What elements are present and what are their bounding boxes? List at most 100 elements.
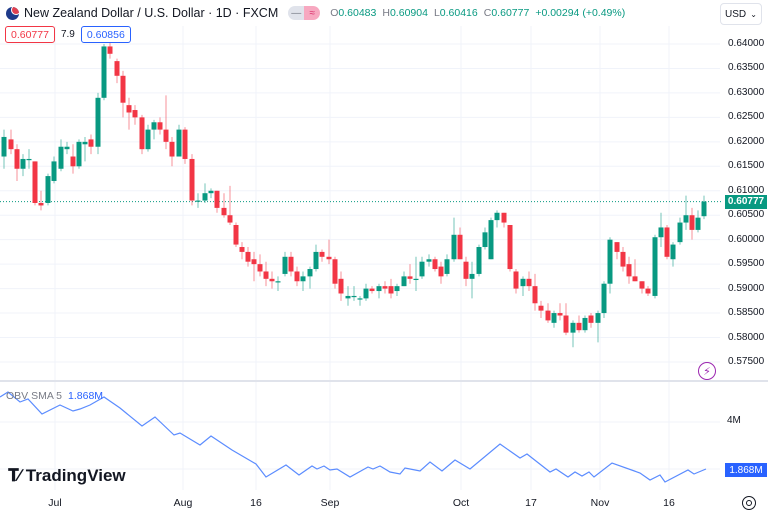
candle-body	[520, 278, 526, 287]
candle-body	[419, 261, 425, 277]
candle-body	[269, 278, 275, 282]
candle-body	[195, 200, 201, 202]
time-tick-label: Sep	[320, 497, 340, 509]
currency-select[interactable]: USD ⌄	[720, 3, 762, 25]
logo-text: TradingView	[25, 466, 126, 485]
candle-body	[45, 176, 51, 203]
quote-badges: 0.60777 7.9 0.60856	[5, 26, 131, 43]
legend-toggle[interactable]: — ≈	[288, 6, 321, 20]
candle-body	[689, 215, 695, 230]
candle-body	[163, 129, 169, 142]
lightning-icon[interactable]: ⚡	[698, 362, 716, 380]
candle-body	[257, 264, 263, 272]
candle-body	[563, 315, 569, 333]
candle-body	[139, 117, 145, 150]
sell-price-button[interactable]: 0.60777	[5, 26, 55, 43]
candle-body	[588, 315, 594, 323]
candle-body	[126, 105, 132, 113]
candle-body	[614, 242, 620, 252]
candle-body	[664, 227, 670, 257]
candle-body	[513, 271, 519, 289]
candle-body	[26, 158, 32, 161]
candle-body	[645, 288, 651, 294]
candle-body	[157, 122, 163, 130]
low-value: L0.60416	[433, 7, 478, 19]
candle-body	[202, 193, 208, 201]
price-tick-label: 0.58000	[728, 331, 765, 343]
candle-body	[132, 110, 138, 118]
candle-body	[451, 234, 457, 260]
time-tick-label: 17	[525, 497, 537, 509]
candle-body	[683, 215, 689, 223]
time-tick-label: Oct	[452, 497, 470, 509]
candle-body	[538, 305, 544, 311]
candle-body	[82, 141, 88, 145]
spread-value: 7.9	[60, 29, 75, 40]
candle-body	[601, 283, 607, 314]
candle-body	[426, 259, 432, 262]
candle-body	[1, 136, 7, 157]
candle-body	[319, 251, 325, 257]
candle-body	[20, 158, 26, 169]
candle-body	[382, 286, 388, 289]
price-tick-label: 0.64000	[728, 38, 765, 49]
candle-body	[488, 220, 494, 260]
candle-body	[482, 232, 488, 248]
indicator-value-tag: 1.868M	[725, 463, 767, 477]
candle-body	[639, 281, 645, 289]
tradingview-logo[interactable]: 𝐓∕ TradingView	[8, 466, 126, 486]
candle-body	[376, 286, 382, 292]
candle-body	[101, 46, 107, 98]
candle-body	[438, 266, 444, 277]
candle-body	[507, 225, 513, 270]
minus-icon[interactable]: —	[288, 6, 305, 20]
price-tick-label: 0.62500	[728, 111, 765, 123]
candle-body	[151, 122, 157, 130]
approx-icon[interactable]: ≈	[304, 6, 321, 20]
candle-body	[208, 190, 214, 194]
candle-body	[51, 161, 57, 181]
time-tick-label: Jul	[48, 497, 62, 509]
candle-body	[595, 313, 601, 323]
candle-body	[652, 237, 658, 296]
symbol-title[interactable]: New Zealand Dollar / U.S. Dollar · 1D · …	[24, 6, 279, 20]
candle-body	[401, 276, 407, 287]
candle-body	[501, 212, 507, 223]
candle-body	[695, 217, 701, 230]
price-tick-label: 0.59000	[728, 282, 765, 294]
chevron-down-icon: ⌄	[750, 9, 757, 19]
buy-price-button[interactable]: 0.60856	[80, 26, 131, 43]
candle-body	[388, 286, 394, 294]
candle-body	[64, 146, 70, 150]
indicator-value: 1.868M	[68, 390, 104, 402]
candle-body	[114, 61, 120, 76]
candle-body	[214, 190, 220, 208]
candle-body	[169, 141, 175, 157]
indicator-name: OBV SMA 5	[6, 390, 63, 402]
candle-body	[351, 295, 357, 298]
candle-body	[532, 286, 538, 304]
ohlc-values: O0.60483 H0.60904 L0.60416 C0.60777 +0.0…	[330, 7, 625, 19]
price-tick-label: 0.60000	[728, 233, 765, 245]
obv-sma-line	[0, 391, 707, 483]
time-tick-label: Aug	[173, 497, 193, 509]
indicator-legend[interactable]: OBV SMA 5 1.868M	[6, 390, 103, 402]
candle-body	[176, 129, 182, 157]
close-value: C0.60777	[483, 7, 530, 19]
candle-body	[545, 310, 551, 321]
price-tick-label: 0.59500	[728, 258, 765, 270]
candle-body	[463, 261, 469, 279]
candle-body	[369, 288, 375, 292]
candle-body	[107, 46, 113, 54]
time-tick-label: 16	[250, 497, 262, 509]
candle-body	[233, 225, 239, 245]
candle-body	[457, 234, 463, 260]
candle-body	[394, 286, 400, 292]
settings-gear-icon[interactable]	[742, 496, 756, 510]
candle-body	[677, 222, 683, 243]
candle-body	[332, 259, 338, 284]
candle-body	[526, 278, 532, 287]
candle-body	[239, 247, 245, 252]
price-tick-label: 0.58500	[728, 307, 765, 319]
